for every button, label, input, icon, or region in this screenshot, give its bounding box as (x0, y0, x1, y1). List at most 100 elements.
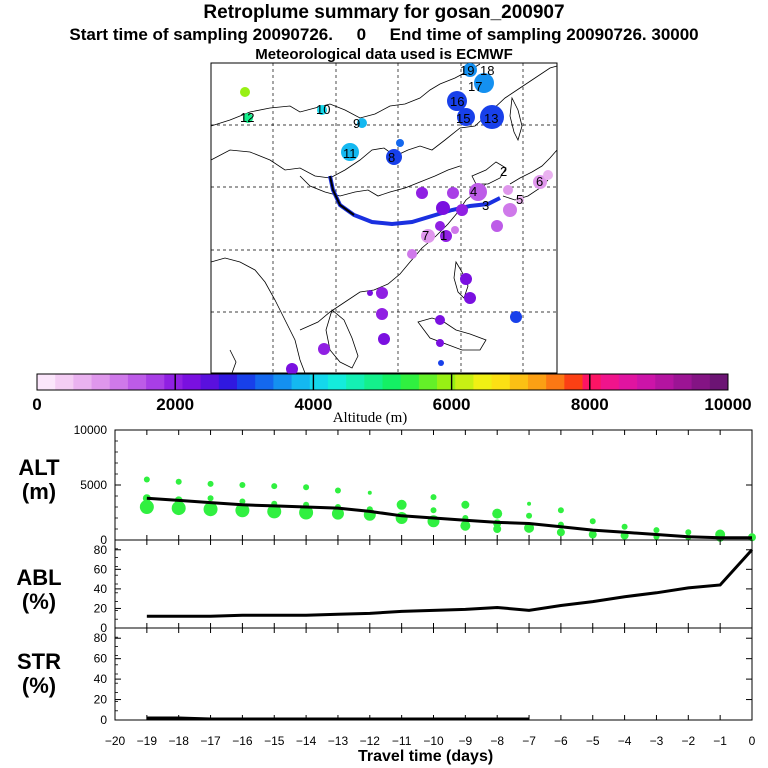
colorbar-tick-label: 0 (32, 395, 41, 414)
x-axis-title: Travel time (days) (358, 748, 494, 765)
colorbar-swatch (309, 374, 329, 390)
x-tick-label: −11 (392, 734, 412, 748)
colorbar-swatch (146, 374, 165, 390)
panel-str: 80 60 40 20 0 (94, 627, 753, 727)
x-tick-label: −19 (137, 734, 158, 748)
colorbar-swatch (509, 374, 529, 390)
map-age-label: 4 (470, 184, 477, 199)
x-tick-label: −17 (200, 734, 221, 748)
x-tick-label: −10 (423, 734, 444, 748)
y-tick-label: 0 (100, 621, 107, 635)
alt-scatter-point (430, 494, 437, 501)
colorbar-swatch (382, 374, 402, 390)
colorbar-swatch (473, 374, 493, 390)
y-tick-label: 40 (94, 672, 108, 686)
colorbar-swatch (455, 374, 474, 390)
alt-scatter-point (460, 520, 471, 531)
colorbar-swatch (346, 374, 365, 390)
colorbar-swatch (364, 374, 383, 390)
x-tick-label: −2 (681, 734, 695, 748)
alt-scatter-point (235, 503, 250, 518)
map-age-label: 9 (353, 116, 360, 131)
map-age-label: 5 (516, 192, 523, 207)
colorbar-swatch (164, 374, 183, 390)
x-tick-label: −15 (264, 734, 285, 748)
alt-scatter-point (143, 476, 150, 483)
alt-scatter-point (653, 527, 660, 534)
alt-scatter-point (430, 507, 437, 514)
colorbar-swatch (618, 374, 638, 390)
alt-scatter-point (271, 483, 278, 490)
alt-scatter-point (207, 495, 214, 502)
colorbar-swatch (200, 374, 220, 390)
y-tick-label: 5000 (80, 478, 107, 492)
colorbar-swatch (218, 374, 238, 390)
alt-scatter-point (588, 530, 597, 539)
colorbar-swatch (691, 374, 711, 390)
alt-scatter-point (331, 507, 344, 520)
colorbar-swatch (709, 374, 729, 390)
colorbar-swatch (400, 374, 420, 390)
x-tick-label: −4 (618, 734, 632, 748)
map-age-label: 12 (240, 110, 254, 125)
colorbar-swatch (600, 374, 620, 390)
x-tick-label: −7 (522, 734, 536, 748)
colorbar-swatch (637, 374, 656, 390)
y-tick-label: 40 (94, 582, 108, 596)
colorbar-swatch (91, 374, 111, 390)
x-tick-label: −5 (586, 734, 600, 748)
colorbar-swatch (546, 374, 565, 390)
alt-scatter-point (526, 512, 533, 519)
x-tick-label: −1 (713, 734, 727, 748)
map-age-label: 10 (316, 102, 330, 117)
x-tick-label: −6 (554, 734, 568, 748)
map-age-label: 8 (388, 150, 395, 165)
alt-scatter-point (621, 523, 628, 530)
map-age-label: 2 (500, 164, 507, 179)
colorbar-swatch (673, 374, 693, 390)
alt-scatter-point (524, 522, 535, 533)
alt-scatter-point (267, 504, 282, 519)
y-tick-label: 80 (94, 631, 108, 645)
map-age-label: 6 (536, 174, 543, 189)
alt-scatter-point (367, 490, 372, 495)
alt-scatter-point (492, 508, 503, 519)
colorbar-tick-label: 2000 (156, 395, 194, 414)
colorbar-swatch (437, 374, 456, 390)
x-tick-label: −13 (328, 734, 349, 748)
y-tick-label: 0 (100, 533, 107, 547)
map-age-label: 16 (450, 94, 464, 109)
colorbar-swatch (527, 374, 547, 390)
colorbar-tick-label: 10000 (704, 395, 751, 414)
colorbar-swatch (418, 374, 438, 390)
map-age-label: 13 (484, 111, 498, 126)
alt-scatter-point (461, 500, 470, 509)
colorbar-label: Altitude (m) (333, 410, 408, 426)
alt-scatter-point (203, 502, 218, 517)
str-axis-title: STR (%) (17, 649, 61, 698)
colorbar-swatch (564, 374, 583, 390)
x-tick-label: 0 (749, 734, 756, 748)
figure-title: Retroplume summary for gosan_200907 (203, 2, 565, 23)
colorbar-swatch (182, 374, 202, 390)
alt-scatter-point (207, 480, 214, 487)
abl-series-line (146, 548, 754, 618)
y-tick-label: 10000 (74, 423, 108, 437)
colorbar-swatch (109, 374, 129, 390)
map-age-label: 19 (460, 63, 474, 78)
colorbar-swatch (37, 374, 56, 390)
panel-alt: 10000 5000 0 (74, 423, 756, 547)
map-age-label: 7 (422, 228, 429, 243)
x-tick-label: −14 (296, 734, 317, 748)
x-tick-label: −18 (169, 734, 190, 748)
alt-scatter-point (139, 500, 154, 514)
met-data-source: Meteorological data used is ECMWF (255, 46, 513, 63)
alt-scatter-point (527, 501, 532, 506)
alt-scatter-point (396, 499, 407, 510)
colorbar-tick-label: 8000 (571, 395, 609, 414)
map-age-label: 17 (468, 79, 482, 94)
map-age-label: 11 (343, 146, 357, 161)
colorbar-tick-label: 6000 (433, 395, 471, 414)
